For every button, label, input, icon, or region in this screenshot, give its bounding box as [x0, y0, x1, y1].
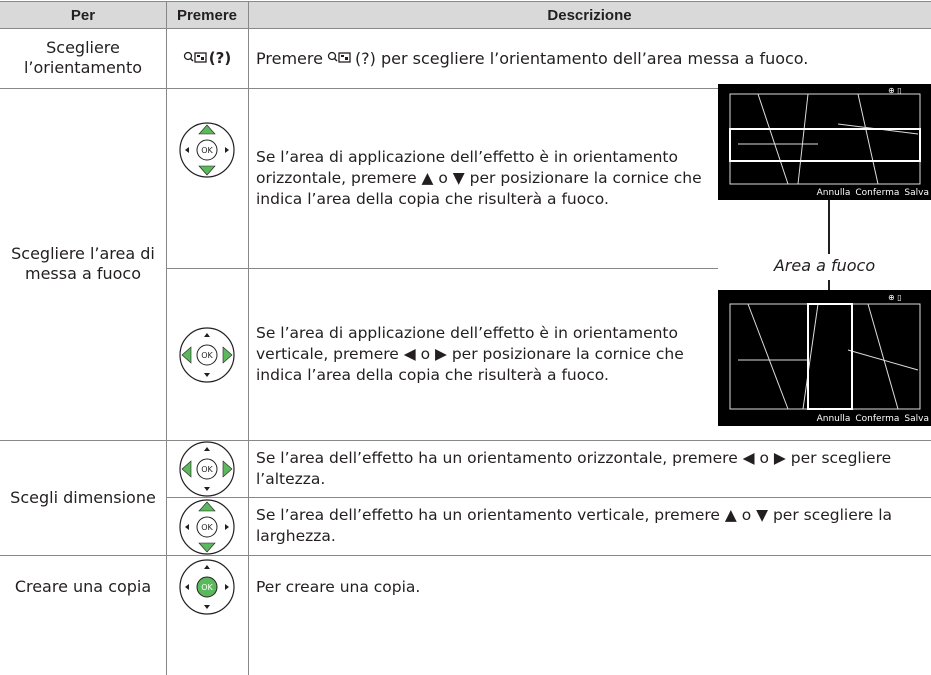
connector	[828, 200, 830, 254]
description: Se l’area di applicazione dell’effetto è…	[256, 147, 702, 208]
multi-selector: OK	[179, 327, 235, 383]
multi-selector: OK	[179, 559, 235, 615]
selector-part	[185, 524, 189, 530]
screen-art: ⊕ ▯	[729, 293, 921, 410]
button-bar: Annulla Conferma Salva	[812, 414, 929, 424]
description: Se l’area di applicazione dell’effetto è…	[256, 323, 684, 384]
selector-part: OK	[201, 583, 213, 592]
rule	[166, 497, 931, 498]
selector-part	[196, 516, 218, 538]
rule	[0, 440, 931, 441]
button-bar: Annulla Conferma Salva	[812, 188, 929, 198]
rule	[0, 28, 931, 29]
selector-part	[198, 165, 216, 176]
selector-part	[222, 346, 233, 364]
description: Premere (?) per scegliere l’orientamento…	[256, 28, 926, 88]
selector-part	[181, 346, 192, 364]
multi-selector: OK	[179, 441, 235, 497]
button-label: (?)	[208, 49, 232, 67]
selector-part	[196, 344, 218, 366]
selector-part	[204, 333, 210, 337]
selector-part	[198, 542, 216, 553]
selector-part	[181, 460, 192, 478]
selector-part	[198, 501, 216, 512]
btn: Conferma	[855, 188, 900, 198]
btn: Annulla	[816, 414, 851, 424]
row-label: Scegliere l’orientamento	[23, 38, 143, 77]
btn: Salva	[904, 188, 929, 198]
selector-part	[196, 139, 218, 161]
selector-part	[204, 487, 210, 491]
screen-art: ⊕ ▯	[729, 86, 921, 185]
svg-text:⊕ ▯: ⊕ ▯	[888, 86, 902, 95]
rule	[0, 555, 931, 556]
selector-part	[196, 576, 218, 598]
selector-part: OK	[201, 146, 213, 155]
selector-part	[204, 447, 210, 451]
zoom-icon	[327, 51, 351, 63]
text: (?) per scegliere l’orientamento dell’ar…	[354, 48, 809, 68]
btn: Conferma	[855, 414, 900, 424]
screen: ⊕ ▯ Annulla Conferma Salva	[718, 84, 931, 200]
selector-part	[204, 373, 210, 377]
selector-part	[204, 605, 210, 609]
row-label: Scegli dimensione	[10, 487, 156, 507]
header-per: Per	[70, 6, 96, 24]
rule	[0, 88, 931, 89]
rule	[166, 268, 718, 269]
selector-part	[204, 565, 210, 569]
description: Per creare una copia.	[256, 577, 421, 596]
row-label: Scegliere l’area di messa a fuoco	[11, 244, 155, 283]
header-bg	[0, 1, 931, 28]
description: Se l’area dell’effetto ha un orientament…	[256, 506, 893, 545]
selector-part	[225, 147, 229, 153]
selector-part: OK	[201, 523, 213, 532]
btn: Salva	[904, 414, 929, 424]
selector-part	[198, 124, 216, 135]
caption: Area a fuoco	[773, 256, 876, 275]
multi-selector: OK	[179, 122, 235, 178]
selector-part: OK	[201, 465, 213, 474]
header-descrizione: Descrizione	[547, 6, 632, 24]
zoom-icon	[183, 51, 207, 63]
rule	[166, 1, 167, 675]
btn: Annulla	[816, 188, 851, 198]
selector-part	[222, 460, 233, 478]
description: Se l’area dell’effetto ha un orientament…	[256, 448, 892, 488]
rule	[0, 1, 931, 2]
selector-part	[185, 584, 189, 590]
rule	[248, 1, 249, 675]
text: Premere	[256, 48, 323, 68]
selector-part	[225, 524, 229, 530]
screen: ⊕ ▯ Annulla Conferma Salva	[718, 290, 931, 426]
selector-part: OK	[201, 351, 213, 360]
svg-text:⊕ ▯: ⊕ ▯	[888, 293, 902, 302]
header-premere: Premere	[176, 6, 238, 24]
button-cell: (?)	[166, 28, 248, 88]
selector-part	[196, 458, 218, 480]
row-label: Creare una copia	[14, 577, 152, 596]
multi-selector: OK	[179, 499, 235, 555]
connector	[828, 280, 830, 292]
selector-part	[225, 584, 229, 590]
selector-part	[185, 147, 189, 153]
